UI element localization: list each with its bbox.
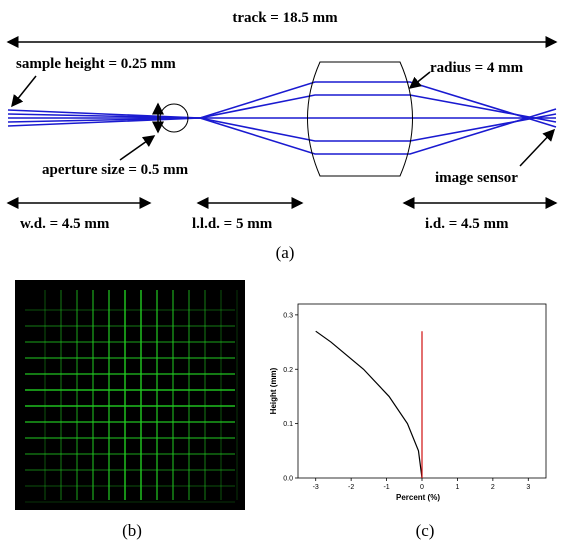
wd-label: w.d. = 4.5 mm bbox=[20, 216, 110, 232]
optical-diagram: track = 18.5 mm sample height = 0.25 mm … bbox=[8, 10, 556, 262]
rays bbox=[8, 82, 556, 154]
aperture-label: aperture size = 0.5 mm bbox=[42, 162, 189, 178]
x-tick-label: -1 bbox=[383, 484, 389, 491]
caption: (c) bbox=[416, 521, 435, 540]
grid-pattern-image bbox=[15, 280, 245, 510]
y-tick-label: 0.0 bbox=[283, 476, 293, 483]
id-label: i.d. = 4.5 mm bbox=[425, 216, 509, 232]
x-tick-label: 1 bbox=[455, 484, 459, 491]
caption: (a) bbox=[276, 243, 295, 262]
track-label: track = 18.5 mm bbox=[232, 10, 338, 26]
caption: (b) bbox=[122, 521, 142, 540]
x-axis-label: Percent (%) bbox=[396, 493, 440, 502]
radius-label: radius = 4 mm bbox=[430, 60, 524, 76]
sample-height-label: sample height = 0.25 mm bbox=[16, 56, 176, 72]
y-tick-label: 0.3 bbox=[283, 312, 293, 319]
x-tick-label: 0 bbox=[420, 484, 424, 491]
x-tick-label: -3 bbox=[313, 484, 319, 491]
pointer bbox=[120, 136, 154, 160]
image-background bbox=[15, 280, 245, 510]
y-tick-label: 0.2 bbox=[283, 367, 293, 374]
pointer bbox=[12, 76, 36, 106]
x-tick-label: 3 bbox=[526, 484, 530, 491]
data-line bbox=[316, 331, 422, 478]
lens bbox=[308, 62, 413, 176]
x-tick-label: -2 bbox=[348, 484, 354, 491]
lld-label: l.l.d. = 5 mm bbox=[192, 216, 273, 232]
y-axis-label: Height (mm) bbox=[269, 367, 278, 414]
chart: Percent (%) Height (mm) -3 -2 -1 0 1 2 3 0.0 0.1… bbox=[269, 304, 546, 502]
pointer bbox=[520, 130, 554, 166]
figure: track = 18.5 mm sample height = 0.25 mm … bbox=[0, 0, 563, 546]
x-tick-label: 2 bbox=[491, 484, 495, 491]
image-sensor-label: image sensor bbox=[435, 170, 518, 186]
y-tick-label: 0.1 bbox=[283, 421, 293, 428]
